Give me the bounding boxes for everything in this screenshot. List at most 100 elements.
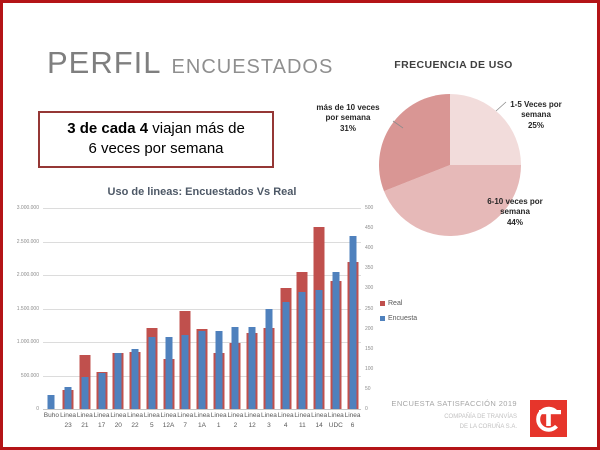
left-axis-tick: 2.500.000 — [16, 238, 39, 245]
x-axis-label: Linea 21 — [76, 412, 93, 430]
left-axis-tick: 3.000.000 — [16, 205, 39, 211]
footer-company-name: COMPAÑÍA DE TRANVÍAS DE LA CORUÑA S.A. — [391, 413, 517, 432]
pie-slice-1 — [383, 165, 521, 236]
x-axis-label: Linea 12A — [160, 412, 177, 430]
bar-encuesta — [282, 302, 290, 409]
bar-cells — [43, 208, 361, 409]
bar-encuesta — [181, 334, 189, 409]
bar-group — [110, 208, 127, 409]
bar-chart-title: Uso de lineas: Encuestados Vs Real — [107, 186, 297, 198]
bar-group — [177, 208, 194, 409]
legend-label-real: Real — [388, 300, 403, 307]
legend-item-encuesta: Encuesta — [380, 315, 417, 322]
pie-chart — [379, 94, 521, 236]
x-axis-label: Linea UDC — [327, 412, 344, 430]
footer-company-line2: DE LA CORUÑA S.A. — [459, 423, 517, 430]
pie-leader-line-2 — [392, 120, 404, 129]
chart-legend: Real Encuesta — [380, 300, 417, 330]
tranvias-ct-logo — [530, 400, 567, 437]
bar-group — [160, 208, 177, 409]
right-axis-tick: 150 — [365, 345, 374, 352]
x-axis-label: Linea 1 — [210, 412, 227, 430]
gridline — [43, 275, 361, 276]
legend-swatch-real — [380, 301, 385, 306]
bar-encuesta — [98, 372, 106, 409]
x-axis-label: Linea 6 — [344, 412, 361, 430]
gridline — [43, 241, 361, 243]
bar-group — [194, 208, 211, 409]
legend-item-real: Real — [380, 300, 417, 307]
x-axis-label: Linea 11 — [294, 412, 311, 430]
right-axis-tick: 450 — [365, 225, 374, 232]
bar-group — [43, 208, 60, 409]
pie-slice-2 — [379, 94, 450, 192]
x-axis-label: Linea 3 — [260, 412, 277, 430]
callout-box: 3 de cada 4 viajan más de 6 veces por se… — [38, 111, 274, 168]
legend-swatch-encuesta — [380, 316, 385, 321]
bar-encuesta — [248, 326, 256, 409]
bar-encuesta — [298, 292, 306, 409]
x-axis-label: Linea 14 — [311, 412, 328, 430]
bar-encuesta — [315, 290, 323, 409]
bar-encuesta — [131, 348, 139, 409]
callout-bold-text: 3 de cada 4 — [67, 120, 149, 137]
legend-label-encuesta: Encuesta — [388, 315, 418, 322]
bar-encuesta — [215, 330, 223, 409]
callout-line2: 6 veces por semana — [88, 140, 224, 158]
callout-line1-rest: viajan más de — [148, 120, 245, 137]
ct-monogram-icon — [536, 406, 561, 432]
right-axis-tick: 200 — [365, 325, 374, 332]
x-axis-label: Linea 7 — [177, 412, 194, 430]
footer-survey-title: ENCUESTA SATISFACCIÓN 2019 — [391, 399, 517, 408]
x-axis-labels: Buho Linea 23 Linea 21 Linea 17 Linea 20 Linea 22 L… — [43, 411, 361, 432]
left-axis-tick: 500.000 — [20, 372, 39, 379]
bar-encuesta — [114, 352, 122, 409]
x-axis-label: Linea 5 — [143, 412, 160, 430]
bar-plot: 3.000.000 2.500.000 2.000.000 1.500.000 1.00… — [17, 205, 374, 412]
right-axis-tick: 500 — [365, 205, 374, 211]
left-axis-tick: 2.000.000 — [16, 272, 39, 278]
pie-label-mas-de-10-veces: más de 10 veces por semana 31% — [316, 103, 380, 133]
bar-group — [311, 208, 328, 409]
x-axis-label: Buho — [43, 412, 59, 419]
right-axis-tick: 300 — [365, 285, 374, 292]
left-axis-tick: 1.500.000 — [16, 305, 39, 312]
gridline — [43, 308, 361, 310]
bar-group — [294, 208, 311, 409]
bar-group — [327, 208, 344, 409]
right-axis-tick: 400 — [365, 245, 374, 252]
bar-encuesta — [198, 330, 206, 409]
x-axis-label: Linea 20 — [110, 412, 127, 430]
title-sub: ENCUESTADOS — [171, 56, 334, 78]
bar-encuesta — [148, 336, 156, 409]
page-title: PERFIL ENCUESTADOS — [47, 45, 333, 81]
bar-group — [143, 208, 160, 409]
right-axis-tick: 100 — [365, 365, 374, 372]
left-axis-tick: 1.000.000 — [16, 339, 39, 345]
x-axis-label: Linea 1A — [194, 412, 210, 430]
x-axis-label: Linea 22 — [127, 412, 143, 430]
bar-group — [93, 208, 110, 409]
bar-encuesta — [265, 308, 273, 409]
x-axis-label: Linea 2 — [227, 412, 244, 430]
pie-leader-line-1 — [495, 101, 507, 112]
bar-group — [344, 208, 361, 409]
bar-group — [210, 208, 227, 409]
pie-label-1-5-veces: 1-5 Veces por semana 25% — [510, 100, 562, 130]
pie-label-6-10-veces: 6-10 veces por semana 44% — [487, 197, 543, 227]
bar-group — [244, 208, 261, 409]
bar-encuesta — [332, 272, 340, 409]
pie-slice-0 — [450, 94, 521, 165]
x-axis-label: Linea 12 — [244, 412, 261, 430]
left-axis-tick: 0 — [36, 406, 39, 412]
bar-group — [76, 208, 93, 409]
title-main: PERFIL — [47, 45, 162, 80]
right-axis-tick: 0 — [365, 406, 368, 412]
bar-encuesta — [165, 336, 172, 409]
pie-slices — [379, 94, 521, 236]
x-axis-label: Linea 4 — [277, 412, 294, 430]
bar-group — [60, 208, 77, 409]
bar-group — [261, 208, 278, 409]
bar-encuesta — [231, 326, 239, 409]
